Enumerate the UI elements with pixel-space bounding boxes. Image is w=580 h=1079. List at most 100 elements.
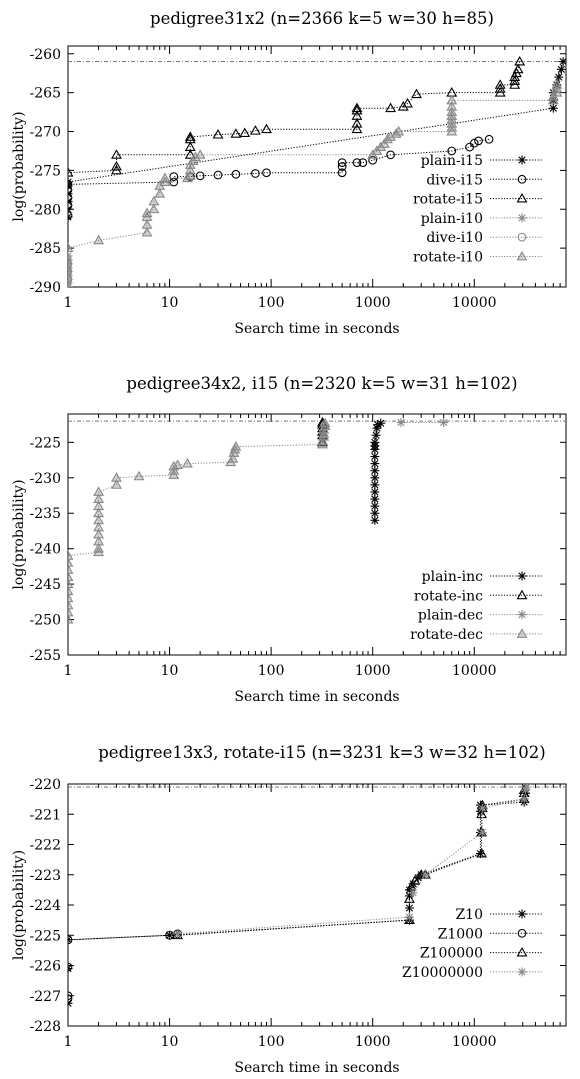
legend-label: plain-inc — [422, 569, 484, 585]
plot-frame — [67, 783, 567, 1027]
data-point — [405, 881, 417, 891]
data-point — [68, 211, 73, 220]
data-point — [68, 998, 73, 1008]
data-point — [68, 196, 73, 206]
data-point — [385, 131, 397, 141]
data-point — [556, 64, 566, 74]
data-point — [93, 535, 105, 546]
data-point — [376, 418, 386, 428]
legend-label: plain-i10 — [421, 211, 483, 227]
series-dive-i15 — [68, 134, 494, 220]
x-tick-label: 1000 — [355, 1034, 391, 1050]
x-tick-label: 1 — [64, 295, 73, 311]
data-point — [68, 557, 74, 567]
data-point — [385, 102, 397, 113]
series-rotate-i15 — [68, 55, 526, 177]
data-point — [337, 162, 347, 171]
data-point — [262, 168, 271, 178]
data-point — [93, 486, 105, 496]
series-rotate-dec — [68, 417, 331, 624]
x-axis-label: Search time in seconds — [234, 321, 399, 337]
data-point — [168, 460, 180, 471]
data-point — [68, 185, 73, 195]
data-point — [239, 127, 251, 137]
data-point — [319, 420, 331, 430]
legend-label: plain-i15 — [421, 153, 483, 169]
y-tick-label: -225 — [30, 435, 61, 451]
data-point — [68, 564, 74, 574]
x-tick-label: 1000 — [355, 663, 391, 679]
legend-label: Z10 — [455, 907, 483, 923]
data-point — [402, 97, 413, 108]
data-point — [185, 172, 195, 181]
data-point — [261, 123, 272, 134]
chart-pedigree13x3: pedigree13x3, rotate-i15 (n=3231 k=3 w=3… — [11, 743, 567, 1076]
y-tick-label: -260 — [30, 47, 61, 63]
y-tick-label: -224 — [30, 898, 62, 914]
data-point — [446, 106, 458, 117]
legend-marker — [517, 928, 527, 938]
legend: Z10 Z1000 Z100000 Z10000000 — [402, 907, 542, 981]
data-point — [476, 847, 488, 858]
y-tick-label: -245 — [30, 577, 61, 593]
data-point — [148, 195, 160, 206]
data-point — [484, 134, 494, 144]
data-point — [68, 167, 74, 177]
data-point — [159, 172, 171, 183]
data-point — [404, 912, 414, 922]
data-point — [403, 893, 415, 903]
legend-marker — [517, 909, 527, 919]
data-point — [68, 606, 74, 617]
data-point — [411, 88, 422, 99]
plot-area — [68, 784, 566, 1008]
x-tick-label: 10 — [161, 1034, 179, 1050]
data-point — [165, 930, 174, 940]
x-tick-label: 10 — [161, 663, 179, 679]
data-point — [351, 118, 363, 128]
data-point — [370, 437, 380, 447]
data-point — [358, 158, 368, 167]
y-tick-label: -220 — [30, 777, 61, 793]
data-point — [111, 149, 122, 159]
data-point — [469, 138, 479, 148]
data-point — [68, 962, 73, 972]
data-point — [68, 592, 74, 603]
data-point — [194, 149, 206, 159]
data-point — [393, 125, 405, 136]
legend-label: dive-i10 — [426, 230, 483, 246]
data-point — [111, 479, 122, 489]
data-point — [111, 160, 122, 171]
data-point — [213, 170, 223, 180]
data-point — [93, 507, 105, 518]
data-point — [93, 514, 105, 525]
y-tick-label: -290 — [30, 280, 61, 296]
legend: plain-i15 dive-i15 rotate-i15 plain-i10 dive… — [413, 153, 542, 266]
y-tick-label: -228 — [30, 1019, 61, 1035]
data-point — [68, 189, 73, 199]
chart-title: pedigree31x2 (n=2366 k=5 w=30 h=85) — [150, 9, 494, 28]
y-axis-label: log(probability) — [11, 479, 27, 589]
data-point — [351, 123, 363, 134]
y-tick-label: -221 — [30, 807, 61, 823]
y-tick-label: -222 — [30, 838, 61, 854]
y-tick-label: -226 — [30, 959, 62, 975]
data-point — [230, 128, 242, 138]
chart-pedigree31x2: pedigree31x2 (n=2366 k=5 w=30 h=85) -290 -… — [11, 9, 567, 337]
legend-marker — [517, 155, 527, 165]
y-tick-label: -230 — [30, 471, 61, 487]
series-Z1000 — [68, 929, 182, 1004]
series-line — [68, 61, 521, 174]
x-axis-label: Search time in seconds — [234, 1060, 399, 1076]
x-tick-label: 100 — [258, 663, 285, 679]
data-point — [318, 431, 330, 441]
legend-marker — [516, 589, 528, 600]
data-point — [68, 550, 74, 560]
legend: plain-inc rotate-inc plain-dec rotate-dec — [410, 569, 542, 643]
data-point — [184, 164, 196, 175]
x-tick-label: 10000 — [452, 1034, 497, 1050]
data-point — [368, 155, 378, 165]
data-point — [396, 418, 406, 428]
data-point — [68, 991, 73, 1001]
data-point — [230, 440, 242, 451]
data-point — [154, 188, 166, 198]
